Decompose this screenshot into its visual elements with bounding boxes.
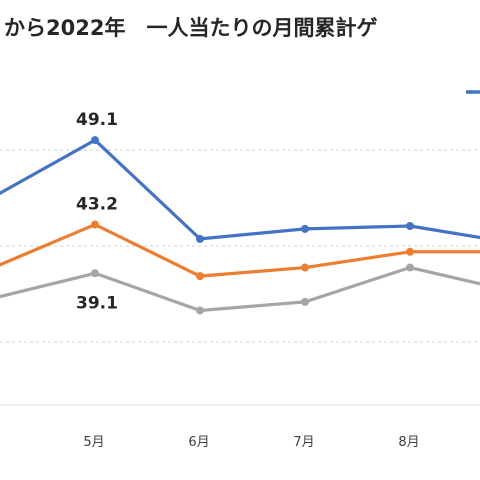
data-label-2: 39.1 (76, 293, 118, 313)
data-label-0: 49.1 (76, 110, 118, 130)
series-0-point-3 (301, 224, 309, 233)
data-label-1: 43.2 (76, 195, 118, 215)
x-tick-label-2: 6月 (188, 435, 209, 450)
x-tick-label-3: 7月 (293, 435, 314, 450)
series-2-point-3 (301, 297, 309, 306)
series-0-point-2 (196, 234, 204, 243)
chart-title: から2022年 一人当たりの月間累計ゲ (4, 16, 378, 40)
series-2-point-4 (406, 263, 414, 272)
series-0-point-4 (406, 222, 414, 231)
series-0-line (0, 138, 480, 241)
x-tick-label-1: 5月 (83, 435, 104, 450)
series-0-point-1 (91, 136, 99, 145)
series-1-point-2 (196, 272, 204, 281)
data-labels: 49.1 43.2 39.1 (76, 110, 118, 313)
series-1-point-3 (301, 263, 309, 272)
series-2-point-2 (196, 306, 204, 315)
x-tick-labels: 月5月6月7月8月 (83, 435, 419, 450)
series-layer (0, 136, 480, 315)
series-1-point-4 (406, 247, 414, 256)
series-2-point-1 (91, 269, 99, 278)
series-1-line (0, 222, 480, 278)
series-1-point-1 (91, 220, 99, 229)
x-tick-label-4: 8月 (398, 435, 419, 450)
gridlines (0, 149, 480, 343)
series-2-line (0, 265, 480, 313)
